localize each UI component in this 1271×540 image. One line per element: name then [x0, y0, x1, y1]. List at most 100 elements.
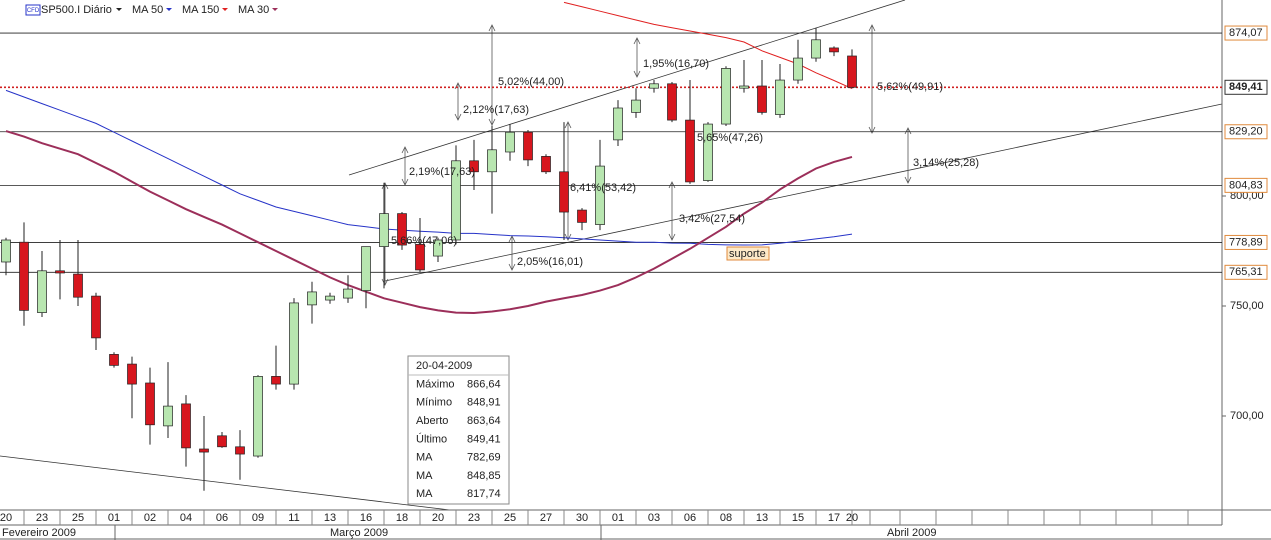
candle-body: [271, 376, 281, 385]
dropdown[interactable]: [166, 8, 172, 11]
legend-entry[interactable]: MA 150: [182, 4, 219, 16]
arrow-head: [564, 233, 572, 241]
candle-body: [289, 302, 299, 385]
level-label-box: [1224, 124, 1268, 140]
x-tick-label: 18: [396, 512, 408, 524]
annotation-box: [726, 246, 770, 261]
x-tick-label: 23: [468, 512, 480, 524]
candle-body: [775, 79, 785, 115]
arrow-head: [668, 233, 676, 241]
candle-body: [127, 363, 137, 385]
x-tick-label: 03: [648, 512, 660, 524]
annotation: 5,02%(44,00): [498, 76, 564, 88]
candle-body: [253, 376, 263, 457]
info-value: 782,69: [467, 452, 501, 464]
y-tick-label: 750,00: [1230, 300, 1264, 312]
chart-title[interactable]: SP500.I Diário: [41, 4, 112, 16]
info-value: 848,91: [467, 397, 501, 409]
arrow-head: [564, 121, 572, 129]
arrow-head: [668, 181, 676, 189]
x-tick-label: 02: [144, 512, 156, 524]
level-label: 829,20: [1229, 126, 1263, 138]
candle-body: [1, 239, 11, 263]
x-tick-label: 20: [846, 512, 858, 524]
x-tick-label: 01: [612, 512, 624, 524]
month-label: Abril 2009: [887, 527, 937, 539]
level-label-box: [1224, 79, 1268, 95]
level-label-box: [1224, 177, 1268, 193]
arrow-head: [868, 24, 876, 32]
info-label: Mínimo: [416, 397, 452, 409]
arrow-head: [633, 70, 641, 78]
x-tick-label: 04: [180, 512, 192, 524]
info-label: Aberto: [416, 415, 448, 427]
dropdown[interactable]: [222, 8, 228, 11]
candle-body: [181, 403, 191, 449]
dropdown[interactable]: [116, 8, 122, 11]
candle-body: [613, 107, 623, 141]
info-label: MA: [416, 452, 433, 464]
x-tick-label: 13: [756, 512, 768, 524]
x-tick-label: 25: [72, 512, 84, 524]
candle-body: [415, 244, 425, 271]
annotation: 1,95%(16,70): [643, 58, 709, 70]
legend: CFD SP500.I Diário MA 50 MA 150 MA 30: [25, 4, 278, 16]
level-label: 804,83: [1229, 179, 1263, 191]
dropdown[interactable]: [272, 8, 278, 11]
price-axis-bg: [1222, 0, 1271, 510]
info-value: 848,85: [467, 470, 501, 482]
arrow-head: [381, 278, 389, 286]
x-tick-label: 08: [720, 512, 732, 524]
annotation: 5,65%(47,26): [697, 132, 763, 144]
x-tick-label: 17: [828, 512, 840, 524]
candle-body: [649, 83, 659, 89]
x-tick-label: 15: [792, 512, 804, 524]
candle-body: [829, 47, 839, 53]
x-tick-label: 27: [540, 512, 552, 524]
arrow-head: [633, 37, 641, 45]
y-tick-label: 700,00: [1230, 410, 1264, 422]
level-label: 874,07: [1229, 27, 1263, 39]
legend-entry[interactable]: MA 30: [238, 4, 269, 16]
arrow-head: [868, 126, 876, 134]
arrow-head: [488, 24, 496, 32]
x-tick-label: 23: [36, 512, 48, 524]
trend-lines: [0, 0, 1223, 511]
candle-body: [163, 405, 173, 427]
ma-line: [5, 89, 853, 246]
info-value: 849,41: [467, 433, 501, 445]
candle-body: [379, 213, 389, 247]
annotation: 5,62%(49,91): [877, 81, 943, 93]
candle-body: [325, 295, 335, 301]
info-label: Máximo: [416, 378, 455, 390]
candle-body: [667, 83, 677, 121]
candle-body: [631, 99, 641, 113]
level-label: 849,41: [1229, 81, 1263, 93]
candle-body: [523, 131, 533, 161]
x-tick-label: 13: [324, 512, 336, 524]
candle-body: [811, 39, 821, 59]
info-value: 863,64: [467, 415, 501, 427]
candle-body: [37, 270, 47, 313]
candle-body: [793, 57, 803, 81]
candle-body: [469, 160, 479, 173]
info-label: Último: [416, 432, 447, 445]
candle-body: [559, 171, 569, 213]
ma-line: [5, 130, 853, 315]
x-tick-label: 09: [252, 512, 264, 524]
x-tick-label: 25: [504, 512, 516, 524]
info-value: 817,74: [467, 488, 501, 500]
annotation: 2,19%(17,63): [409, 166, 475, 178]
candle-body: [217, 435, 227, 448]
arrow-head: [508, 263, 516, 271]
arrow-head: [904, 176, 912, 184]
legend-entry[interactable]: MA 50: [132, 4, 163, 16]
candle-body: [757, 85, 767, 113]
candle-body: [19, 241, 29, 311]
candle-body: [487, 149, 497, 173]
candle-body: [55, 270, 65, 274]
candle-body: [199, 448, 209, 453]
info-box-bg: [407, 355, 510, 505]
candle-body: [73, 273, 83, 298]
